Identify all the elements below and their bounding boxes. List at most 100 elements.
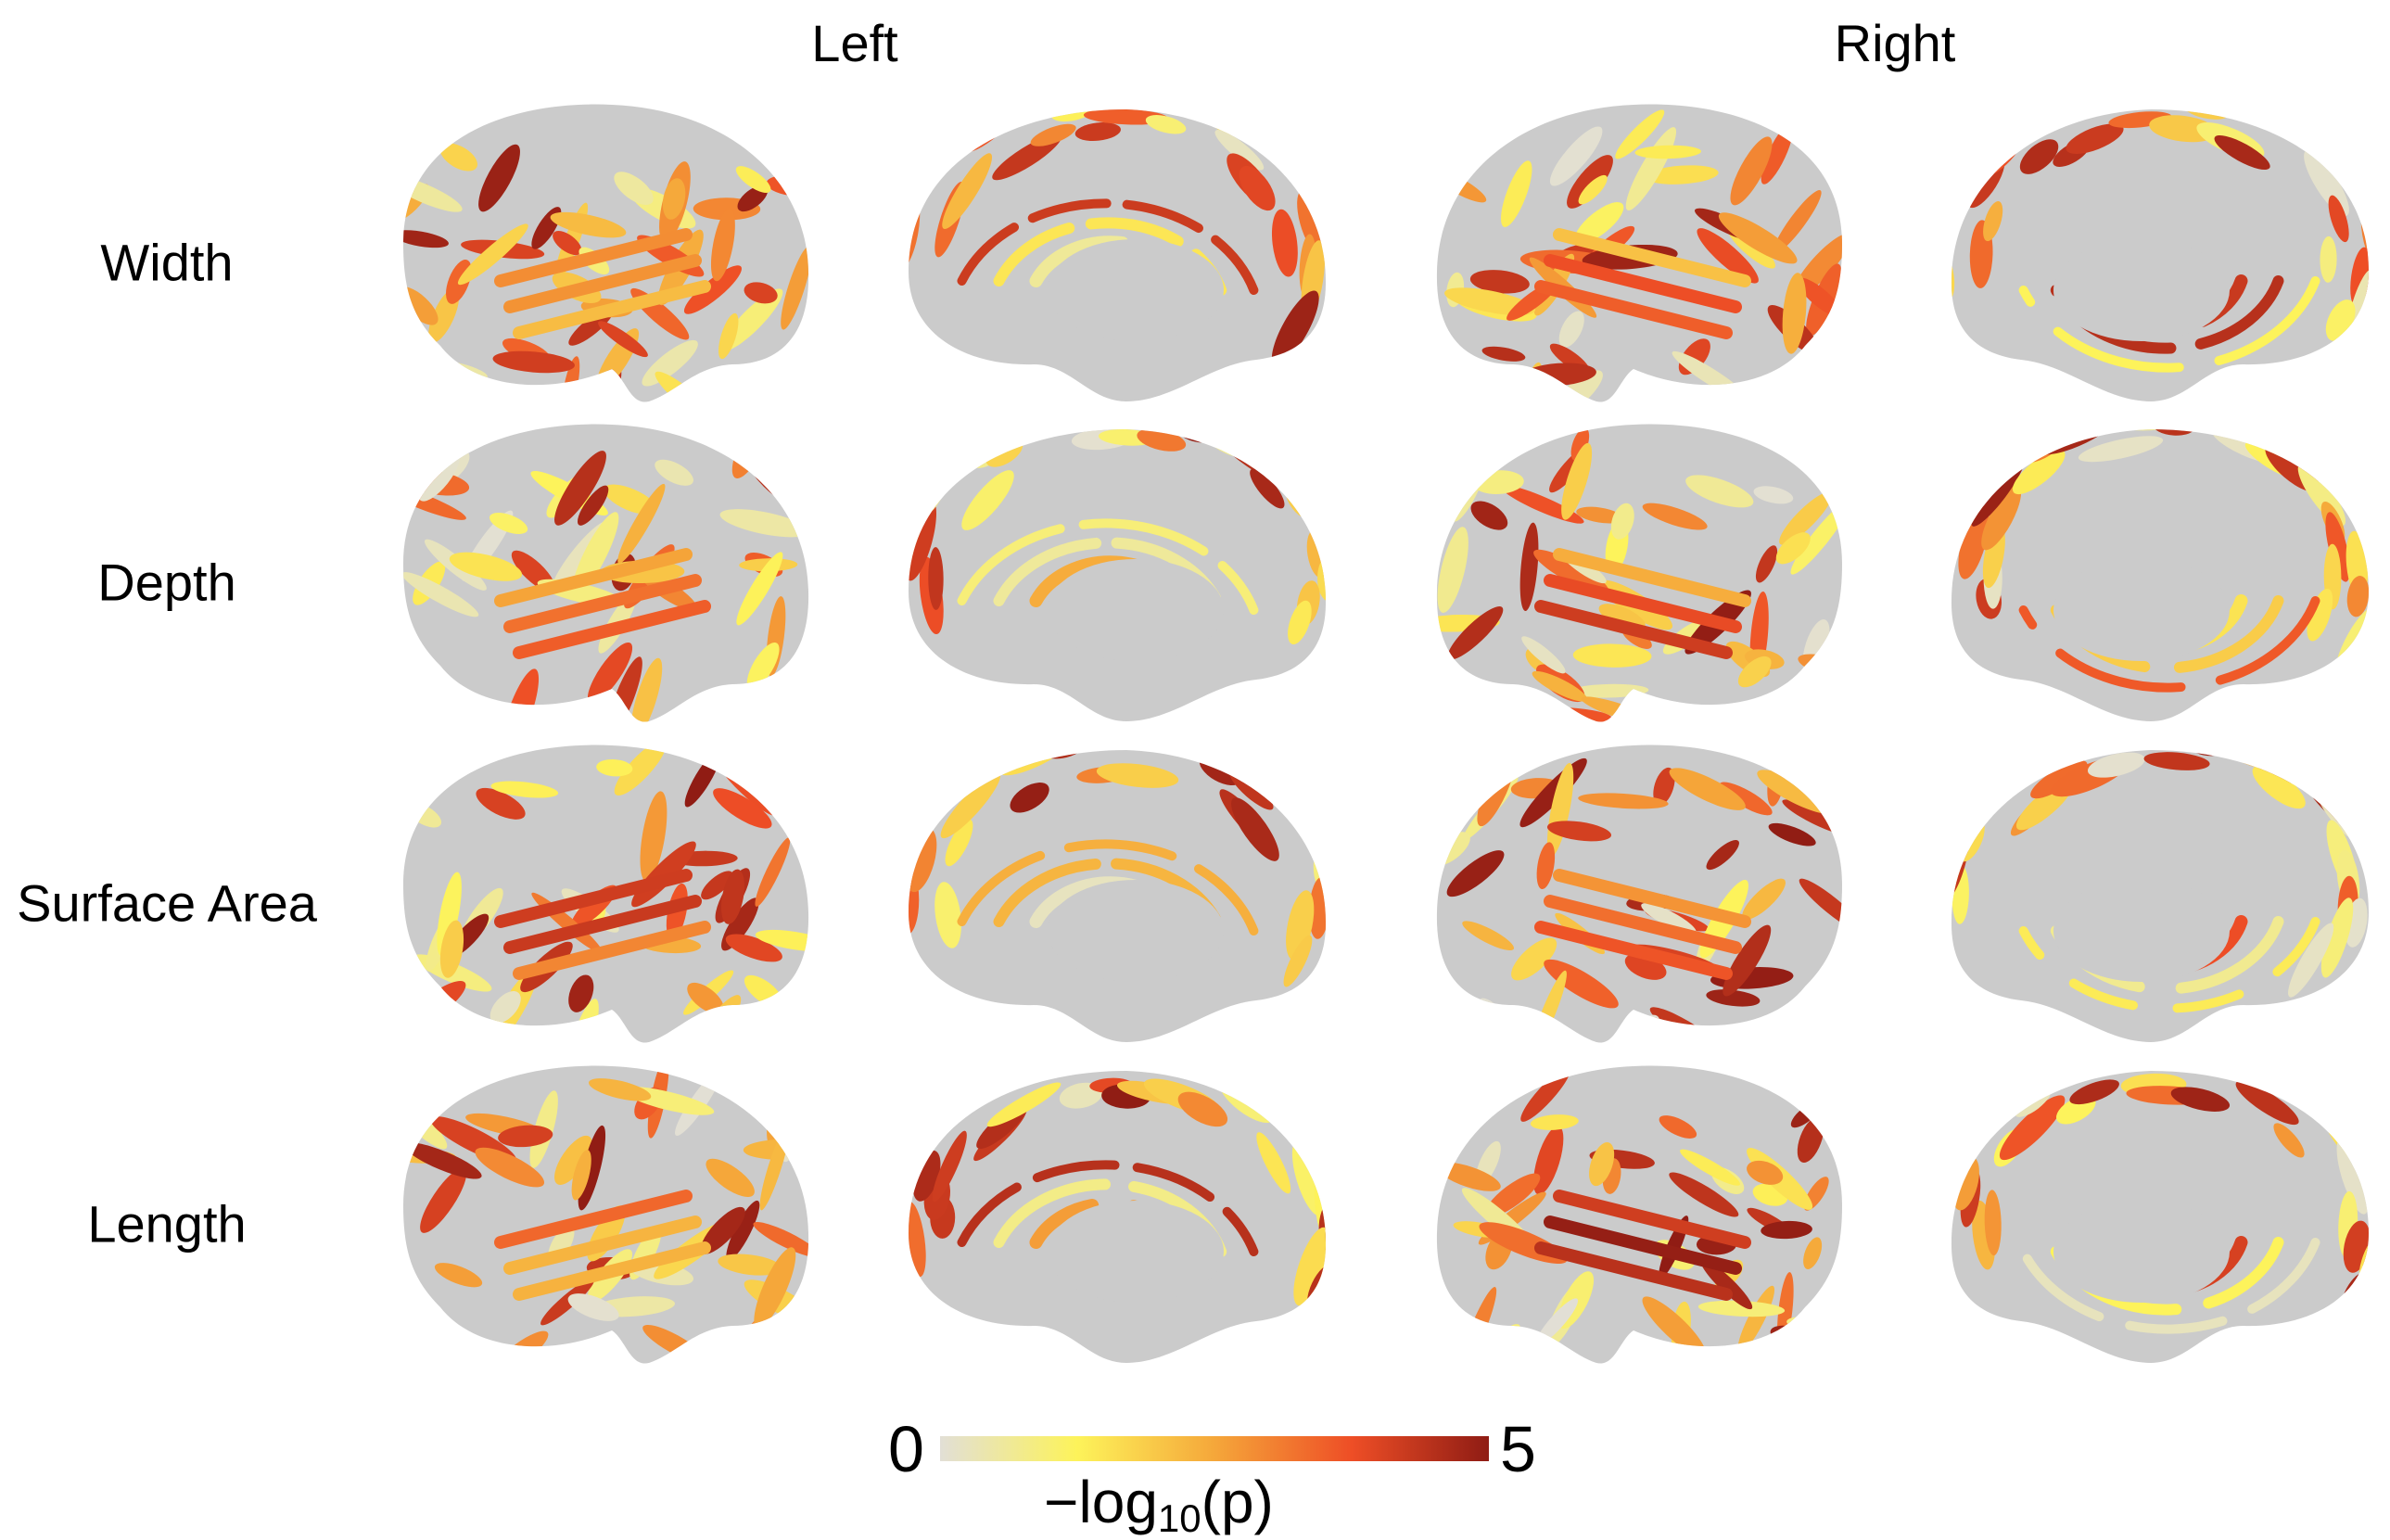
sulcus [437,872,462,957]
sulcus [2149,115,2217,143]
sulcus [478,144,520,212]
sulcus [1761,123,1794,185]
medial-wall [2053,239,2230,341]
sulcus [2252,765,2306,809]
sulcus [1576,506,1624,524]
sulcus [540,1278,595,1326]
sulcus [746,642,780,690]
sulcus [762,752,801,777]
brain-right-lateral-row4 [1436,1065,1842,1364]
sulcus [1798,654,1842,683]
sulcus [420,1167,467,1233]
sulcus [1570,427,1590,462]
sulcus [503,574,702,633]
brain-right-lateral-row1 [1436,104,1842,402]
sulcus [1680,1149,1741,1186]
sulcus [2018,1238,2320,1334]
medial-wall [1048,239,1224,341]
sulcus [1030,123,1076,146]
sulcus [1747,1160,1784,1185]
sulcus [1256,1132,1291,1194]
sulcus [873,830,902,910]
sulcus [578,1125,606,1211]
sulcus [439,920,464,978]
sulcus [449,552,523,581]
sulcus [1981,485,2022,551]
sulcus [687,982,724,1014]
sulcus [1574,202,1624,244]
sulcus [1271,290,1319,366]
sulcus [725,934,782,962]
brain-left-lateral-row1 [403,104,809,402]
sulcus [1322,823,1354,882]
sulcus [1530,1114,1579,1130]
brain-left-medial-row4 [909,1071,1357,1363]
brain-left-medial-row3 [873,724,1354,1042]
sulcus [883,254,913,321]
sulcus [2378,1165,2390,1246]
sulcus [1469,270,1530,294]
brain-right-medial-row3 [1917,750,2369,1042]
sulcus [737,185,769,212]
sulcus [1544,1215,1742,1275]
sulcus [494,1190,693,1249]
sulcus [1730,136,1773,206]
sulcus [1446,850,1505,897]
sulcus [489,513,528,534]
sulcus [683,265,742,314]
brain-right-lateral-row3 [1436,745,1842,1043]
sulcus [598,321,648,358]
sulcus [1533,549,1609,594]
sulcus [1773,190,1822,254]
sulcus [757,684,809,722]
sulcus [404,1142,482,1179]
sulcus [1511,937,1557,981]
sulcus [2325,512,2350,582]
sulcus [1755,545,1778,583]
sulcus [2030,760,2088,799]
sulcus [1958,505,1990,579]
sulcus [2328,195,2349,243]
sulcus [1535,1298,1579,1345]
sulcus [2077,1071,2148,1072]
sulcus [425,1345,475,1364]
sulcus [1697,1300,1786,1317]
sulcus [872,225,897,306]
sulcus [942,153,993,230]
brain-right-medial-row1 [1951,109,2369,401]
sulcus [1775,532,1811,565]
sulcus [1589,1142,1615,1187]
sulcus [433,995,453,1035]
sulcus [2235,1080,2299,1126]
sulcus [1544,959,1619,1009]
sulcus [2273,1123,2305,1158]
sulcus [2087,752,2145,778]
sulcus [1312,162,1327,213]
row-label-length: Length [87,1194,247,1254]
sulcus [2018,276,2320,373]
sulcus [503,895,702,954]
sulcus [1803,1237,1823,1269]
sulcus [1151,724,1199,752]
sulcus [1533,1126,1564,1195]
sulcus [1250,468,1285,509]
colorbar [940,1436,1489,1461]
sulcus [940,771,1001,839]
sulcus [1074,122,1121,142]
sulcus [2019,139,2059,174]
sulcus [1753,486,1794,504]
sulcus [1332,1210,1357,1279]
medial-wall [1048,880,1224,982]
sulcus [744,282,778,304]
sulcus [1790,436,1842,454]
sulcus [513,921,711,980]
colorbar-title-suffix: (p) [1201,1469,1274,1535]
sulcus [2050,1237,2284,1316]
sulcus [726,1200,760,1261]
medial-wall [1048,1201,1224,1303]
sulcus [909,499,937,581]
sulcus [2320,897,2354,978]
sulcus [781,770,806,809]
row-label-width: Width [100,233,234,292]
sulcus [1917,881,1942,960]
